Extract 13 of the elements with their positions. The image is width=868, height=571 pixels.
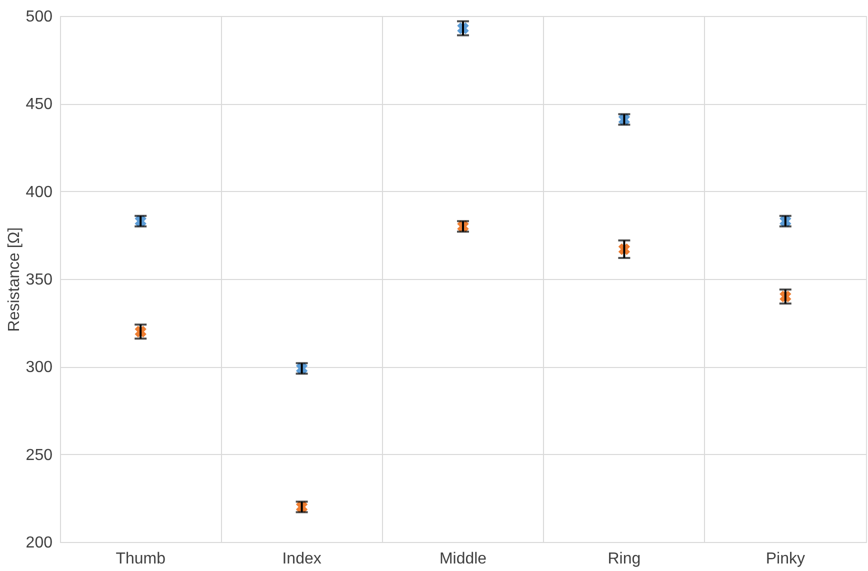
y-tick-label: 450 xyxy=(26,96,53,114)
x-tick-label: Index xyxy=(282,550,322,568)
x-tick-label: Ring xyxy=(608,550,641,568)
y-axis-title: Resistance [Ω] xyxy=(6,227,23,332)
y-tick-label: 400 xyxy=(26,184,53,201)
y-tick-label: 500 xyxy=(26,8,53,26)
x-tick-label: Pinky xyxy=(766,550,805,568)
y-tick-label: 250 xyxy=(26,446,53,464)
y-tick-label: 300 xyxy=(26,359,53,376)
y-tick-label: 350 xyxy=(26,272,53,288)
x-tick-label: Middle xyxy=(439,550,487,568)
x-tick-label: Thumb xyxy=(116,550,166,568)
y-tick-label: 200 xyxy=(26,534,53,552)
